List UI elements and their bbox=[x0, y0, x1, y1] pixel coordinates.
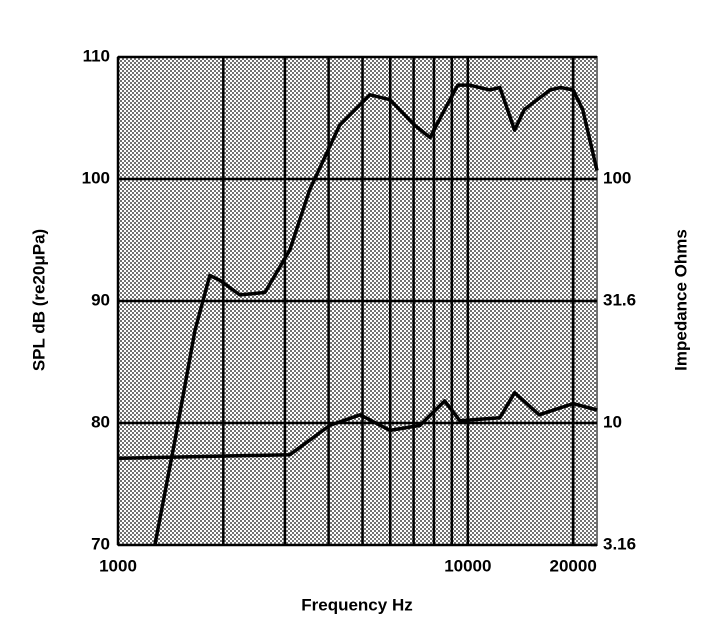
y-axis-title: SPL dB (re20μPa) bbox=[29, 229, 48, 371]
y2-tick-label: 10 bbox=[603, 412, 622, 431]
data-line bbox=[117, 390, 598, 461]
y2-tick-label: 31.6 bbox=[603, 290, 636, 309]
x-tick-label: 10000 bbox=[444, 556, 491, 575]
x-axis-title: Frequency Hz bbox=[301, 595, 412, 614]
y-tick-label: 80 bbox=[91, 412, 110, 431]
y-tick-label: 110 bbox=[83, 46, 110, 65]
y2-axis-title: Impedance Ohms bbox=[671, 229, 690, 371]
x-tick-label: 20000 bbox=[550, 556, 597, 575]
y-tick-label: 90 bbox=[91, 290, 110, 309]
data-line bbox=[153, 83, 599, 546]
y-tick-label: 70 bbox=[91, 534, 110, 553]
y2-tick-label: 3.16 bbox=[603, 534, 636, 553]
y2-tick-label: 100 bbox=[603, 168, 631, 187]
x-tick-label: 1000 bbox=[99, 556, 137, 575]
y-tick-label: 100 bbox=[82, 168, 110, 187]
